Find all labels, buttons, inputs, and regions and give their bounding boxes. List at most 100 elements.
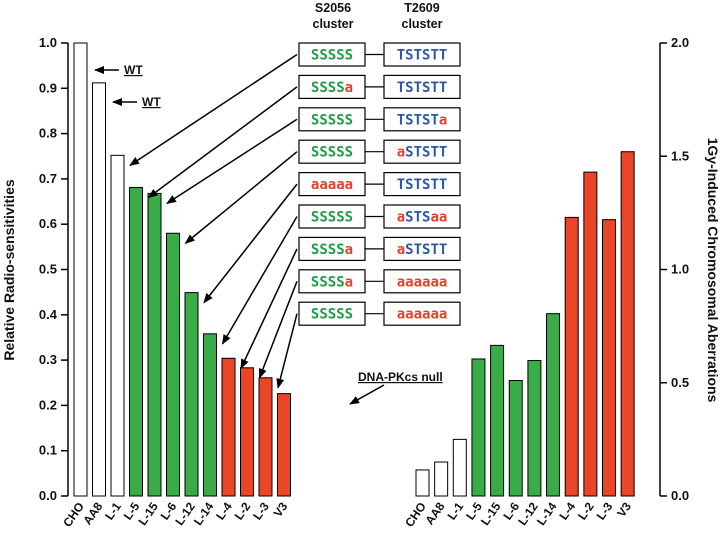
- arrow-to-l-4: [240, 248, 298, 370]
- t2609-header-line2: cluster: [402, 17, 443, 31]
- left-bar-l-15: [147, 192, 162, 497]
- left-ytick-label: 0.2: [39, 397, 57, 412]
- t2609-sequence: aaaaaa: [397, 274, 448, 290]
- s2056-sequence: SSSSa: [311, 242, 353, 258]
- left-bar-l-3: [258, 377, 273, 497]
- arrow-to-l-1: [129, 53, 298, 166]
- left-ytick-label: 0.1: [39, 443, 57, 458]
- s2056-header-line1: S2056: [315, 1, 351, 15]
- left-ytick-label: 0.9: [39, 80, 57, 95]
- t2609-box: [383, 236, 461, 261]
- mutant-row: SSSSa aSTSTT: [298, 236, 461, 261]
- mutant-row: SSSSS aSTSaa: [298, 204, 461, 229]
- left-ytick-label: 0.0: [39, 488, 57, 503]
- t2609-box: [383, 204, 461, 229]
- t2609-box: [383, 269, 461, 294]
- left-bar-l-4: [221, 357, 236, 497]
- right-bar-l-12: [527, 360, 542, 497]
- s2056-header-line2: cluster: [313, 17, 354, 31]
- right-bar-aa8: [434, 461, 449, 497]
- right-ytick-label: 1.5: [671, 148, 689, 163]
- left-ytick-label: 0.7: [39, 171, 57, 186]
- right-bar-l-6: [508, 379, 523, 497]
- right-bar-l-4: [564, 216, 579, 497]
- null-label: DNA-PKcs null: [358, 370, 443, 384]
- arrow-to-l-3: [276, 313, 298, 389]
- wt1-label: WT: [124, 63, 143, 77]
- s2056-sequence: SSSSS: [311, 210, 353, 226]
- left-category-label: L-3: [250, 499, 272, 522]
- left-y-axis-title: Relative Radio-sensitivities: [1, 179, 17, 361]
- right-category-label: AA8: [422, 499, 447, 527]
- mutant-row: aaaaa TSTSTT: [298, 172, 461, 197]
- right-ytick-label: 1.0: [671, 262, 689, 277]
- left-ytick-label: 0.5: [39, 262, 57, 277]
- left-bar-aa8: [92, 82, 106, 497]
- right-bar-cho: [415, 469, 430, 497]
- arrow-to-l-6: [184, 151, 298, 244]
- left-bar-v3: [277, 393, 291, 497]
- right-bar-v3: [620, 151, 635, 497]
- right-ytick-label: 0.0: [671, 488, 689, 503]
- null-arrow: [349, 384, 385, 405]
- right-y-axis-title: 1Gy-Induced Chromosomal Aberrations: [705, 138, 720, 403]
- right-category-label: L-4: [556, 499, 578, 522]
- right-ytick-label: 2.0: [671, 35, 689, 50]
- mutant-row: SSSSS TSTSTa: [298, 107, 461, 132]
- mutant-arrows: [129, 53, 298, 389]
- left-ytick-label: 0.6: [39, 216, 57, 231]
- mutant-row: SSSSa TSTSTT: [298, 74, 461, 100]
- left-category-label: L-1: [102, 499, 124, 522]
- t2609-box: [383, 172, 461, 197]
- mutant-row: SSSSS aaaaaa: [298, 301, 461, 326]
- left-bar-l-12: [184, 292, 199, 497]
- right-y-ticks: 0.0 0.5 1.0 1.5 2.0: [660, 35, 689, 503]
- right-bar-l-1: [452, 438, 467, 497]
- t2609-sequence: aSTSTT: [397, 145, 448, 161]
- left-bar-l-1: [110, 154, 125, 497]
- cluster-headers: S2056 cluster T2609 cluster: [313, 1, 443, 31]
- t2609-sequence: TSTSTT: [397, 80, 448, 96]
- s2056-sequence: SSSSa: [311, 274, 353, 290]
- t2609-box: [383, 301, 461, 326]
- arrow-to-l-14: [221, 216, 298, 345]
- mutant-row: SSSSa aaaaaa: [298, 269, 461, 294]
- left-ytick-label: 0.8: [39, 126, 57, 141]
- arrow-to-l-2: [258, 281, 298, 379]
- left-bar-l-14: [203, 333, 217, 497]
- t2609-box: [383, 74, 461, 100]
- arrow-to-l-15: [166, 118, 298, 205]
- arrow-to-l-12: [203, 183, 298, 304]
- s2056-sequence: SSSSS: [311, 145, 353, 161]
- t2609-box: [383, 139, 461, 164]
- right-bar-l-14: [546, 313, 561, 497]
- mutant-sequence-rows: SSSSS TSTSTT SSSSa TSTSTT SSSSS TSTSTa SSSSS aS…: [298, 42, 461, 326]
- null-annotation: DNA-PKcs null: [349, 370, 443, 405]
- right-category-label: L-2: [575, 499, 597, 522]
- t2609-box: [383, 107, 461, 132]
- arrow-to-l-5: [147, 86, 298, 199]
- t2609-sequence: TSTSTT: [397, 177, 448, 193]
- left-category-label: L-4: [213, 499, 235, 522]
- left-bar-chart: 0.0 0.1 0.2 0.3 0.4 0.5 0.6 0.7 0.8 0.9 1.0 CHOAA8…: [1, 35, 291, 530]
- right-category-label: L-1: [444, 499, 466, 522]
- left-bar-l-6: [166, 232, 180, 497]
- s2056-sequence: SSSSa: [311, 80, 353, 96]
- s2056-sequence: SSSSS: [311, 112, 353, 128]
- right-bars: [415, 151, 635, 497]
- t2609-sequence: TSTSTa: [397, 112, 448, 128]
- left-category-label: V3: [271, 499, 291, 519]
- left-ytick-label: 1.0: [39, 35, 57, 50]
- mutant-row: SSSSS TSTSTT: [298, 42, 461, 67]
- left-ytick-label: 0.3: [39, 352, 57, 367]
- left-bar-cho: [73, 42, 88, 497]
- t2609-box: [383, 42, 461, 67]
- left-bar-l-2: [240, 367, 254, 497]
- left-bars: [73, 42, 291, 497]
- right-category-label: V3: [614, 499, 634, 519]
- left-category-label: L-2: [232, 499, 254, 522]
- left-y-ticks: 0.0 0.1 0.2 0.3 0.4 0.5 0.6 0.7 0.8 0.9 1.0: [39, 35, 68, 503]
